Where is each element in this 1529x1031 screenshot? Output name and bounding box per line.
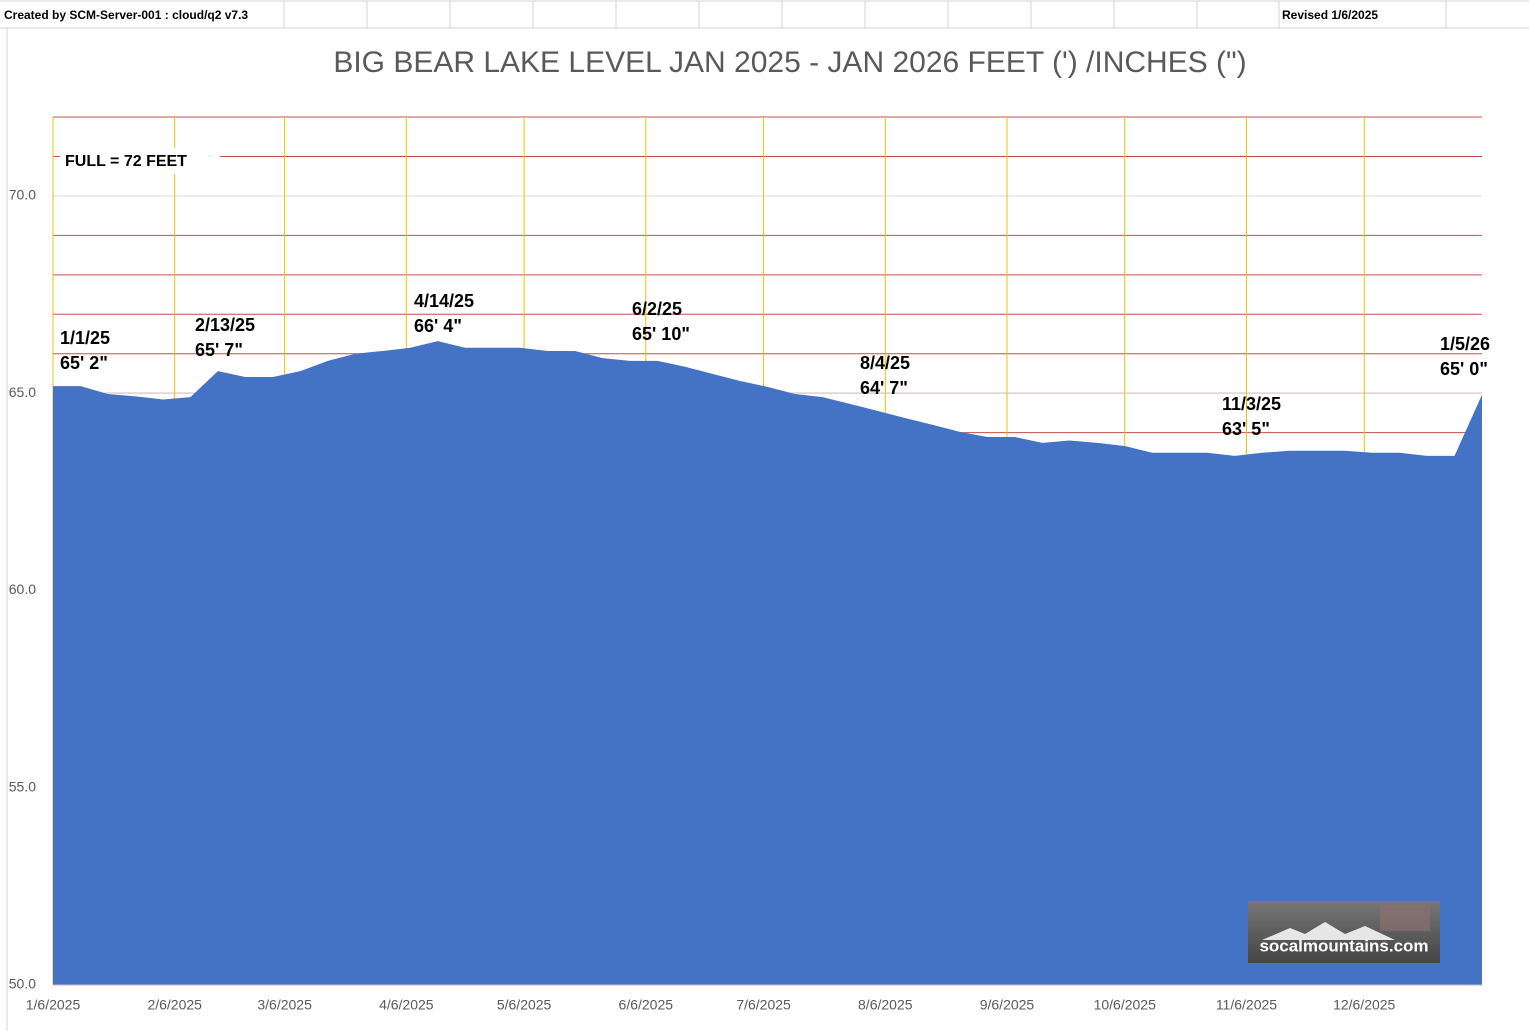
x-tick-label: 3/6/2025: [257, 997, 312, 1013]
annotation: 65' 7": [195, 340, 243, 360]
annotation: 66' 4": [414, 316, 462, 336]
x-tick-label: 5/6/2025: [497, 997, 552, 1013]
annotation: 63' 5": [1222, 419, 1270, 439]
logo-text: socalmountains.com: [1259, 936, 1428, 955]
x-tick-label: 10/6/2025: [1094, 997, 1156, 1013]
revised: Revised 1/6/2025: [1282, 8, 1378, 22]
annotation: 2/13/25: [195, 315, 255, 335]
annotation: 8/4/25: [860, 353, 910, 373]
annotation: 1/5/26: [1440, 334, 1490, 354]
y-tick-label: 60.0: [9, 581, 36, 597]
x-tick-label: 1/6/2025: [26, 997, 81, 1013]
x-tick-label: 4/6/2025: [379, 997, 434, 1013]
x-tick-label: 12/6/2025: [1333, 997, 1395, 1013]
x-tick-label: 9/6/2025: [980, 997, 1035, 1013]
area: [53, 341, 1482, 985]
note-box: FULL = 72 FEET: [60, 148, 220, 174]
full-note: FULL = 72 FEET: [65, 153, 187, 170]
y-tick-label: 65.0: [9, 384, 36, 400]
x-tick-label: 7/6/2025: [736, 997, 791, 1013]
chart-title: BIG BEAR LAKE LEVEL JAN 2025 - JAN 2026 …: [333, 46, 1246, 79]
x-tick-label: 11/6/2025: [1216, 997, 1277, 1013]
logo: socalmountains.com: [1248, 901, 1440, 963]
annotation: 4/14/25: [414, 291, 474, 311]
x-tick-label: 6/6/2025: [619, 997, 674, 1013]
created-by: Created by SCM-Server-001 : cloud/q2 v7.…: [4, 8, 248, 22]
x-tick-label: 8/6/2025: [858, 997, 913, 1013]
annotation: 6/2/25: [632, 299, 682, 319]
annotation: 65' 2": [60, 353, 108, 373]
annotation: 64' 7": [860, 378, 908, 398]
y-tick-label: 55.0: [9, 778, 36, 794]
x-tick-label: 2/6/2025: [147, 997, 202, 1013]
annotation: 1/1/25: [60, 328, 110, 348]
annotation: 65' 0": [1440, 359, 1488, 379]
y-tick-label: 50.0: [9, 976, 36, 992]
annotation: 11/3/25: [1222, 394, 1281, 414]
annotation: 65' 10": [632, 324, 690, 344]
y-tick-label: 70.0: [9, 187, 36, 203]
plot: [53, 341, 1482, 985]
